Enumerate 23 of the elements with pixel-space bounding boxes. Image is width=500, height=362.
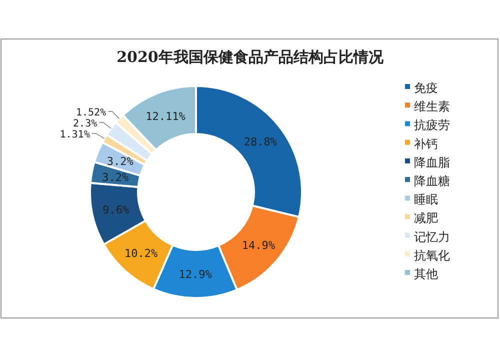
data-label: 10.2% bbox=[124, 246, 158, 260]
data-label: 9.6% bbox=[102, 204, 130, 217]
legend-label: 补钙 bbox=[414, 136, 438, 151]
data-label: 28.8% bbox=[244, 135, 278, 148]
data-label: 14.9% bbox=[242, 239, 276, 252]
chart-title: 2020年我国保健食品产品结构占比情况 bbox=[116, 48, 384, 66]
legend-label: 其他 bbox=[414, 267, 438, 281]
data-label: 1.52% bbox=[76, 107, 106, 118]
data-label: 3.2% bbox=[102, 170, 130, 184]
data-label: 1.31% bbox=[60, 129, 90, 140]
legend-label: 降血糖 bbox=[414, 174, 450, 188]
legend-label: 记忆力 bbox=[414, 230, 450, 244]
legend-label: 抗疲劳 bbox=[414, 118, 450, 132]
legend-label: 减肥 bbox=[414, 211, 438, 226]
legend-label: 抗氧化 bbox=[414, 248, 450, 262]
legend-label: 免疫 bbox=[414, 81, 438, 95]
data-label: 12.11% bbox=[146, 110, 186, 123]
legend-label: 睡眠 bbox=[414, 192, 438, 207]
legend-label: 维生素 bbox=[414, 100, 450, 114]
data-label: 2.3% bbox=[73, 118, 98, 130]
data-label: 12.9% bbox=[178, 268, 212, 281]
legend-label: 降血脂 bbox=[414, 155, 450, 170]
data-label: 3.2% bbox=[106, 155, 134, 168]
